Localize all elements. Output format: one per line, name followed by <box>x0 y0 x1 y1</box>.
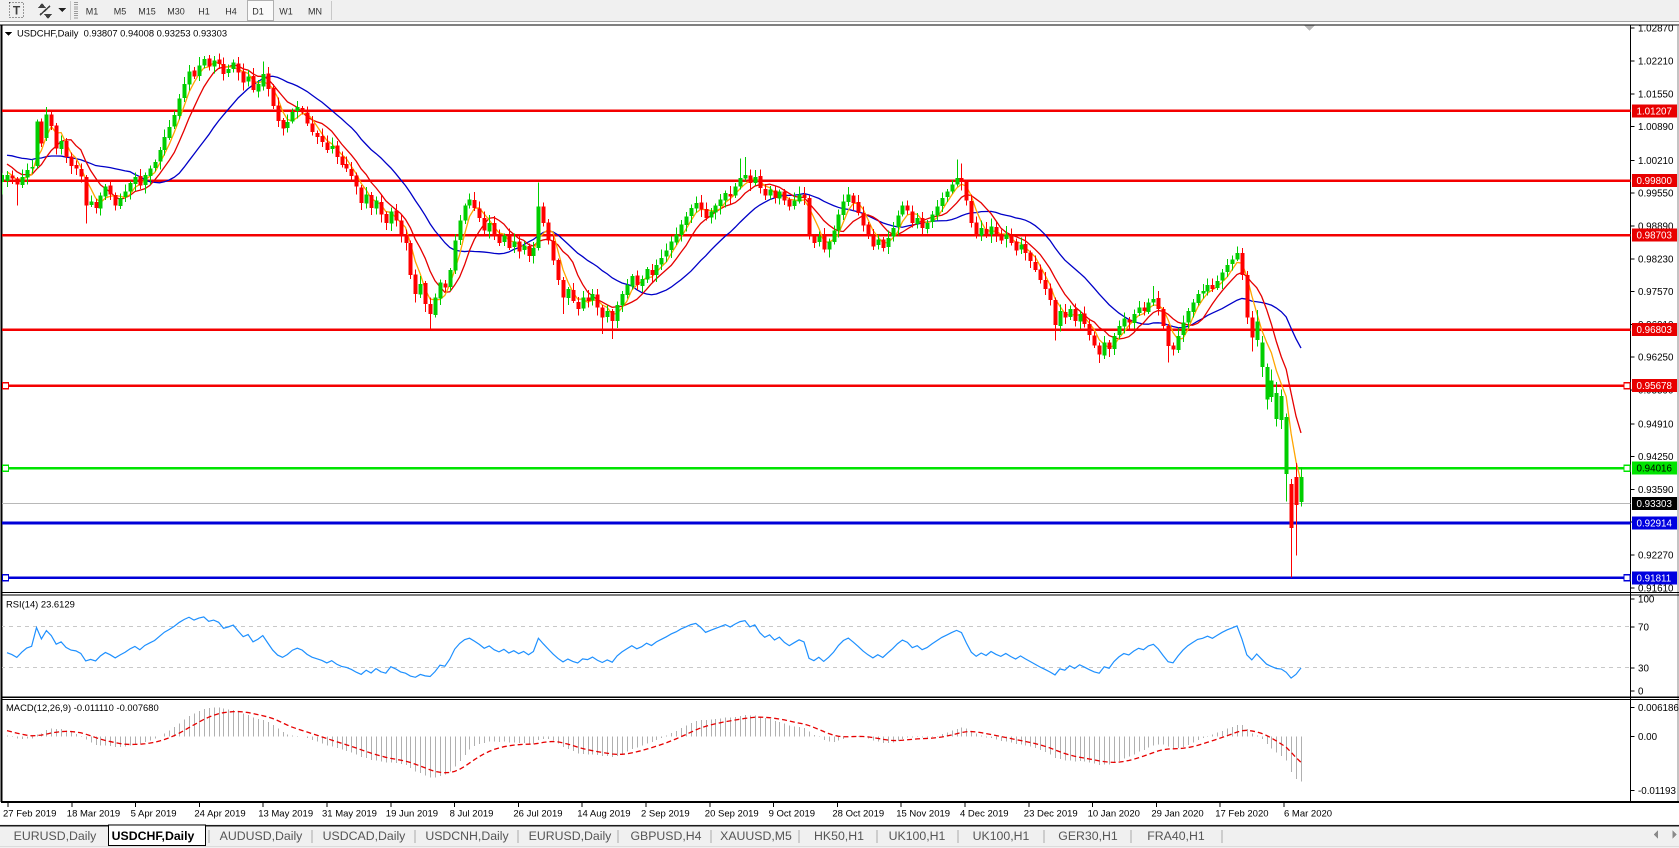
svg-text:1.00890: 1.00890 <box>1638 122 1674 133</box>
svg-text:H1: H1 <box>198 7 210 17</box>
svg-text:0.92270: 0.92270 <box>1638 551 1674 562</box>
svg-text:100: 100 <box>1638 594 1655 605</box>
svg-text:14 Aug 2019: 14 Aug 2019 <box>577 809 630 820</box>
svg-text:0.98703: 0.98703 <box>1637 231 1673 242</box>
svg-text:5 Apr 2019: 5 Apr 2019 <box>131 809 177 820</box>
svg-text:UK100,H1: UK100,H1 <box>889 829 946 843</box>
svg-text:31 May 2019: 31 May 2019 <box>322 809 377 820</box>
svg-text:UK100,H1: UK100,H1 <box>973 829 1030 843</box>
svg-text:29 Jan 2020: 29 Jan 2020 <box>1151 809 1203 820</box>
svg-text:0.94910: 0.94910 <box>1638 419 1674 430</box>
svg-text:0.96250: 0.96250 <box>1638 353 1674 364</box>
svg-text:MN: MN <box>308 7 322 17</box>
svg-text:2 Sep 2019: 2 Sep 2019 <box>641 809 690 820</box>
svg-text:USDCNH,Daily: USDCNH,Daily <box>425 829 509 843</box>
svg-text:M1: M1 <box>86 7 99 17</box>
svg-text:0.94250: 0.94250 <box>1638 452 1674 463</box>
svg-text:28 Oct 2019: 28 Oct 2019 <box>832 809 884 820</box>
svg-text:XAUUSD,M5: XAUUSD,M5 <box>720 829 792 843</box>
svg-text:MACD(12,26,9) -0.011110 -0.007: MACD(12,26,9) -0.011110 -0.007680 <box>6 702 159 713</box>
svg-text:0.91610: 0.91610 <box>1638 583 1674 594</box>
svg-text:0.97570: 0.97570 <box>1638 287 1674 298</box>
svg-text:0.98890: 0.98890 <box>1638 222 1674 233</box>
svg-text:15 Nov 2019: 15 Nov 2019 <box>896 809 950 820</box>
svg-text:1.00210: 1.00210 <box>1638 156 1674 167</box>
svg-text:13 May 2019: 13 May 2019 <box>258 809 313 820</box>
svg-text:26 Jul 2019: 26 Jul 2019 <box>513 809 562 820</box>
svg-text:USDCHF,Daily: USDCHF,Daily <box>112 829 195 843</box>
svg-text:GER30,H1: GER30,H1 <box>1058 829 1118 843</box>
svg-text:RSI(14) 23.6129: RSI(14) 23.6129 <box>6 599 75 610</box>
svg-text:8 Jul 2019: 8 Jul 2019 <box>450 809 494 820</box>
svg-text:AUDUSD,Daily: AUDUSD,Daily <box>220 829 304 843</box>
svg-text:10 Jan 2020: 10 Jan 2020 <box>1088 809 1140 820</box>
svg-text:USDCHF,Daily 0.93807 0.94008: USDCHF,Daily 0.93807 0.94008 0.93253 0.9… <box>17 28 227 39</box>
svg-text:W1: W1 <box>279 7 293 17</box>
svg-text:D1: D1 <box>252 7 264 17</box>
svg-text:1.02210: 1.02210 <box>1638 57 1674 68</box>
svg-text:24 Apr 2019: 24 Apr 2019 <box>194 809 245 820</box>
svg-text:H4: H4 <box>225 7 237 17</box>
svg-text:0.96803: 0.96803 <box>1637 325 1673 336</box>
svg-text:1.01550: 1.01550 <box>1638 89 1674 100</box>
svg-text:-0.01193: -0.01193 <box>1638 786 1676 797</box>
svg-text:M15: M15 <box>138 7 156 17</box>
svg-text:27 Feb 2019: 27 Feb 2019 <box>3 809 56 820</box>
svg-text:0.006186: 0.006186 <box>1638 703 1679 714</box>
svg-text:EURUSD,Daily: EURUSD,Daily <box>14 829 98 843</box>
svg-text:19 Jun 2019: 19 Jun 2019 <box>386 809 438 820</box>
svg-text:17 Feb 2020: 17 Feb 2020 <box>1215 809 1268 820</box>
svg-text:23 Dec 2019: 23 Dec 2019 <box>1024 809 1078 820</box>
svg-text:T: T <box>13 4 21 18</box>
svg-text:M30: M30 <box>167 7 185 17</box>
svg-text:0.98230: 0.98230 <box>1638 254 1674 265</box>
svg-text:30: 30 <box>1638 664 1649 675</box>
svg-text:0.99550: 0.99550 <box>1638 189 1674 200</box>
svg-text:0.94016: 0.94016 <box>1637 464 1673 475</box>
svg-text:0.99800: 0.99800 <box>1637 176 1673 187</box>
svg-text:20 Sep 2019: 20 Sep 2019 <box>705 809 759 820</box>
svg-text:0.93590: 0.93590 <box>1638 485 1674 496</box>
svg-text:0.95678: 0.95678 <box>1637 381 1673 392</box>
svg-text:1.02870: 1.02870 <box>1638 24 1674 35</box>
svg-text:EURUSD,Daily: EURUSD,Daily <box>529 829 613 843</box>
svg-text:0: 0 <box>1638 686 1644 697</box>
svg-text:70: 70 <box>1638 623 1649 634</box>
svg-text:0.93303: 0.93303 <box>1637 499 1673 510</box>
svg-text:6 Mar 2020: 6 Mar 2020 <box>1284 809 1332 820</box>
svg-text:18 Mar 2019: 18 Mar 2019 <box>67 809 120 820</box>
svg-text:0.00: 0.00 <box>1638 732 1658 743</box>
svg-text:USDCAD,Daily: USDCAD,Daily <box>323 829 407 843</box>
svg-text:4 Dec 2019: 4 Dec 2019 <box>960 809 1009 820</box>
svg-text:0.91811: 0.91811 <box>1637 573 1672 584</box>
svg-text:0.92914: 0.92914 <box>1637 519 1673 530</box>
svg-text:HK50,H1: HK50,H1 <box>814 829 864 843</box>
svg-text:9 Oct 2019: 9 Oct 2019 <box>769 809 815 820</box>
svg-text:1.01207: 1.01207 <box>1637 106 1672 117</box>
svg-text:M5: M5 <box>114 7 127 17</box>
svg-text:GBPUSD,H4: GBPUSD,H4 <box>630 829 701 843</box>
svg-text:FRA40,H1: FRA40,H1 <box>1147 829 1205 843</box>
